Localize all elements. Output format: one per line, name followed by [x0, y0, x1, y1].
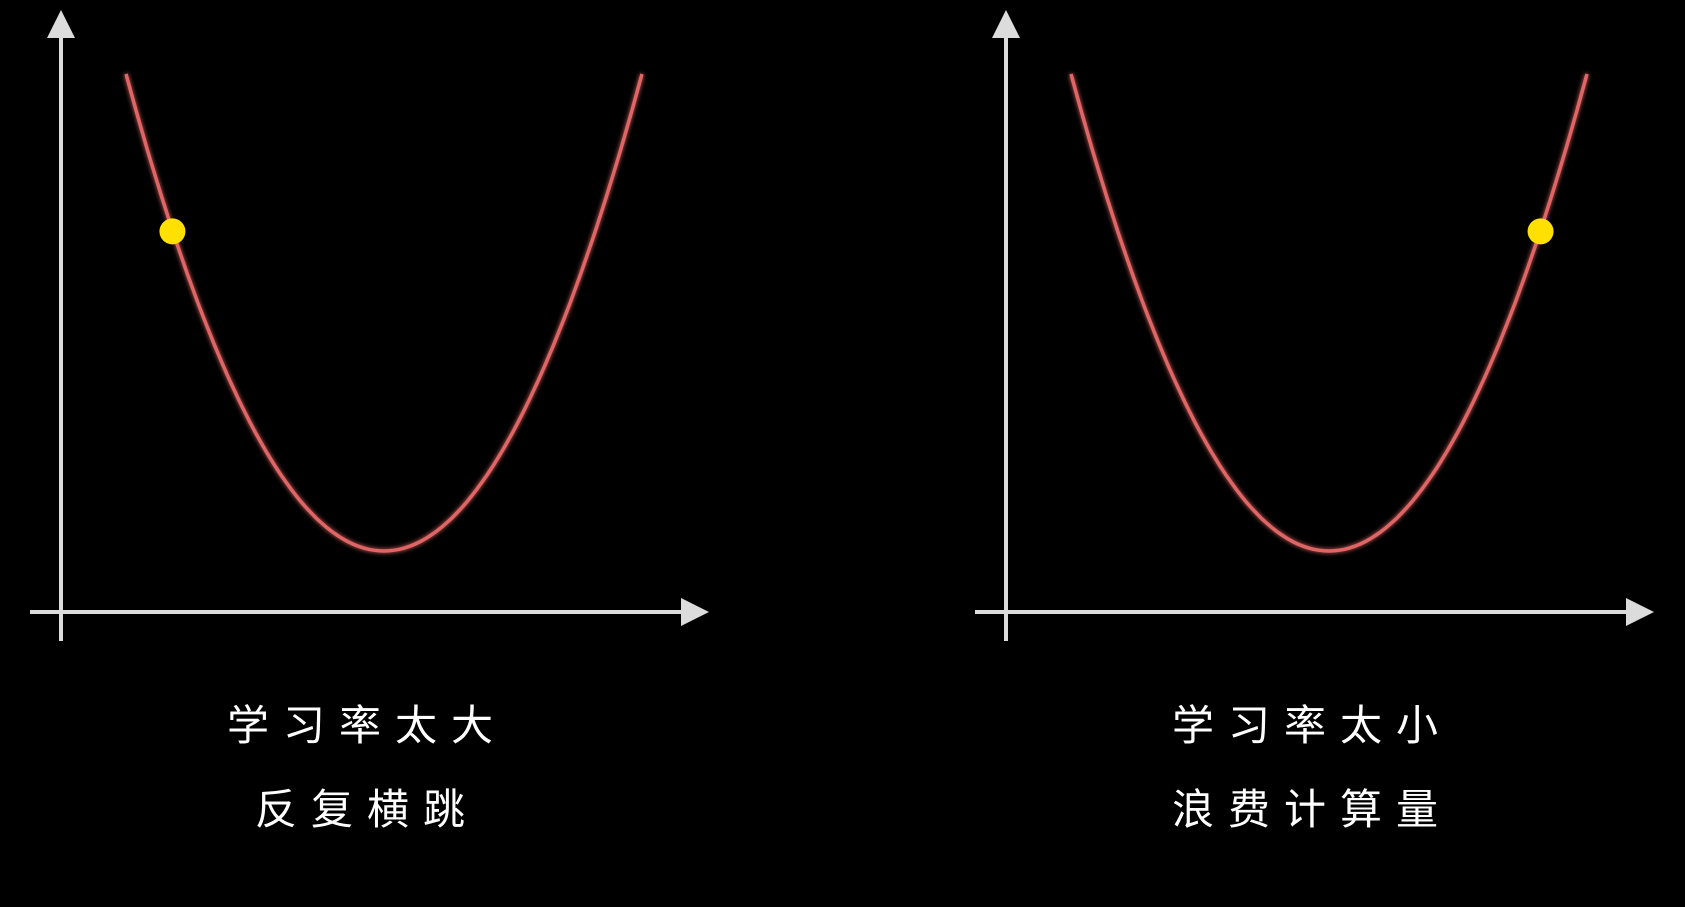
left-loss-curve: [124, 73, 644, 553]
right-current-point: [1527, 218, 1554, 245]
right-y-axis-arrow: [992, 10, 1020, 38]
left-current-point: [159, 218, 186, 245]
right-caption-line1: 学习率太小: [1171, 701, 1452, 750]
right-caption-line2: 浪费计算量: [1171, 785, 1452, 834]
right-loss-curve: [1069, 73, 1589, 553]
left-x-axis-arrow: [681, 598, 709, 626]
left-caption-line2: 反复横跳: [254, 785, 479, 834]
left-caption-line1: 学习率太大: [226, 701, 507, 750]
left-y-axis-arrow: [47, 10, 75, 38]
right-x-axis-arrow: [1626, 598, 1654, 626]
